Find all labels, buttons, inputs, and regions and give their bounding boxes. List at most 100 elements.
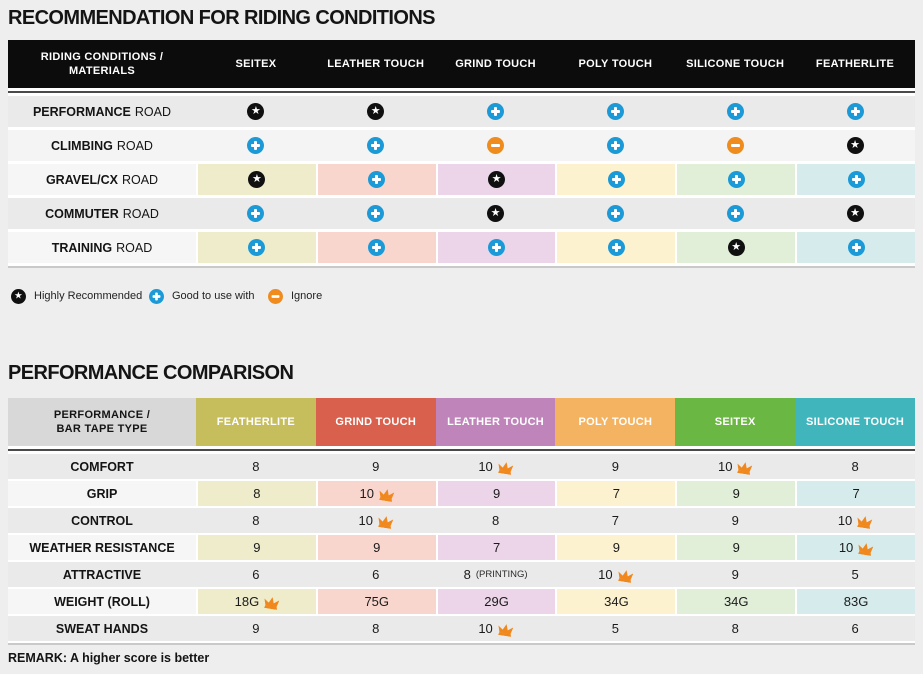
table-cell: 29G xyxy=(435,589,556,614)
table-cell xyxy=(436,130,556,161)
table-cell xyxy=(196,198,316,229)
table-cell: 34G xyxy=(675,589,796,614)
table-cell xyxy=(795,130,915,161)
score-value: 9 xyxy=(373,540,381,555)
table-cell: 6 xyxy=(316,562,436,587)
table-cell: 9 xyxy=(196,535,316,560)
column-header-featherlite: FEATHERLITE xyxy=(815,58,895,70)
recommendation-icon xyxy=(607,171,625,188)
table-cell: 5 xyxy=(795,562,915,587)
column-header-poly-touch: POLY TOUCH xyxy=(578,58,653,70)
table-cell: 8 xyxy=(316,616,436,641)
recommendation-icon xyxy=(488,239,506,256)
row-label: GRIP xyxy=(8,481,196,506)
corner-header-line2: BAR TAPE TYPE xyxy=(56,423,148,435)
score-value: 9 xyxy=(731,513,739,528)
recommendation-icon xyxy=(846,205,864,222)
score-value: 5 xyxy=(611,621,620,636)
score-value: 8 xyxy=(463,567,471,582)
score-value: 8 xyxy=(851,459,859,474)
table-row-grip: GRIP 8 10 9 7 9 7 xyxy=(8,481,915,506)
table-cell: 75G xyxy=(315,589,436,614)
table-cell: 9 xyxy=(675,508,795,533)
row-label: GRAVEL/CX ROAD xyxy=(8,164,196,195)
score-value: 5 xyxy=(851,567,859,582)
legend-item: Ignore xyxy=(267,288,322,305)
row-label: COMFORT xyxy=(70,459,134,474)
table-row-sweat-hands: SWEAT HANDS 9 8 10 5 8 6 xyxy=(8,616,915,641)
table-cell xyxy=(315,232,436,263)
table-cell: 18G xyxy=(196,589,316,614)
score-value: 10 xyxy=(837,513,853,528)
score-value: 9 xyxy=(492,486,501,501)
table-cell: 8 xyxy=(196,481,316,506)
table-cell: 10 xyxy=(436,616,556,641)
table-cell: 8 xyxy=(196,454,316,479)
table-cell xyxy=(555,232,676,263)
legend-icon xyxy=(149,288,164,304)
table-cell xyxy=(675,96,795,127)
column-header-silicone-touch: SILICONE TOUCH xyxy=(795,398,915,446)
crown-icon xyxy=(856,514,873,528)
crown-icon xyxy=(736,460,753,474)
recommendation-icon xyxy=(727,239,745,256)
crown-icon xyxy=(617,568,634,582)
table-cell: 9 xyxy=(435,481,556,506)
table-cell xyxy=(675,198,795,229)
score-value: 9 xyxy=(372,459,380,474)
table-cell: 9 xyxy=(555,535,676,560)
table-cell: 5 xyxy=(555,616,675,641)
table-cell xyxy=(316,130,436,161)
recommendation-icon xyxy=(607,239,625,256)
table-cell: 9 xyxy=(196,616,316,641)
score-value: 8 xyxy=(253,486,261,501)
score-value: 75G xyxy=(364,594,390,609)
table-cell: 34G xyxy=(555,589,676,614)
table-cell xyxy=(435,164,556,195)
legend-label: Ignore xyxy=(291,290,323,302)
table-row-climbing-road: CLIMBING ROAD xyxy=(8,130,915,161)
recommendation-legend: Highly Recommended Good to use with Igno… xyxy=(10,287,322,305)
recommendation-icon xyxy=(368,239,386,256)
row-label: CLIMBING ROAD xyxy=(51,138,153,153)
table-cell: 9 xyxy=(675,481,796,506)
table-cell xyxy=(196,96,316,127)
score-value: 6 xyxy=(372,567,380,582)
table-cell: 10 xyxy=(795,535,915,560)
score-value: 8 xyxy=(731,621,739,636)
table-cell: 8 xyxy=(795,454,915,479)
score-value: 9 xyxy=(253,540,261,555)
table-cell xyxy=(315,164,436,195)
table-cell: 8 xyxy=(196,508,316,533)
recommendation-icon xyxy=(606,137,624,154)
table-bottom-divider xyxy=(8,266,915,268)
table-cell xyxy=(436,96,556,127)
table-cell: 10 xyxy=(316,508,436,533)
score-value: 9 xyxy=(732,486,740,501)
score-value: 9 xyxy=(252,621,260,636)
column-header-seitex: SEITEX xyxy=(675,398,796,446)
recommendation-icon xyxy=(247,137,265,154)
table-row-comfort: COMFORT 8 9 10 9 10 8 xyxy=(8,454,915,479)
table-row-attractive: ATTRACTIVE 6 6 8 (PRINTING) 10 9 5 xyxy=(8,562,915,587)
table-cell xyxy=(795,232,915,263)
corner-header: PERFORMANCE / BAR TAPE TYPE xyxy=(8,398,196,446)
recommendation-icon xyxy=(368,171,386,188)
table-cell xyxy=(316,96,436,127)
corner-header-line2: MATERIALS xyxy=(68,65,136,77)
score-value: 7 xyxy=(852,486,860,501)
score-value: 6 xyxy=(851,621,859,636)
table-cell: 8 xyxy=(675,616,795,641)
table-cell: 9 xyxy=(316,454,436,479)
header-divider xyxy=(8,91,915,93)
table-cell: 8 (PRINTING) xyxy=(436,562,556,587)
header-divider xyxy=(8,449,915,451)
section-title-performance-comparison: PERFORMANCE COMPARISON xyxy=(8,362,294,384)
table-cell: 9 xyxy=(675,562,795,587)
crown-icon xyxy=(263,595,280,609)
table-cell: 7 xyxy=(435,535,556,560)
recommendation-icon xyxy=(726,205,744,222)
score-value: 10 xyxy=(478,459,493,474)
table-cell xyxy=(555,164,676,195)
recommendation-icon xyxy=(846,137,864,154)
